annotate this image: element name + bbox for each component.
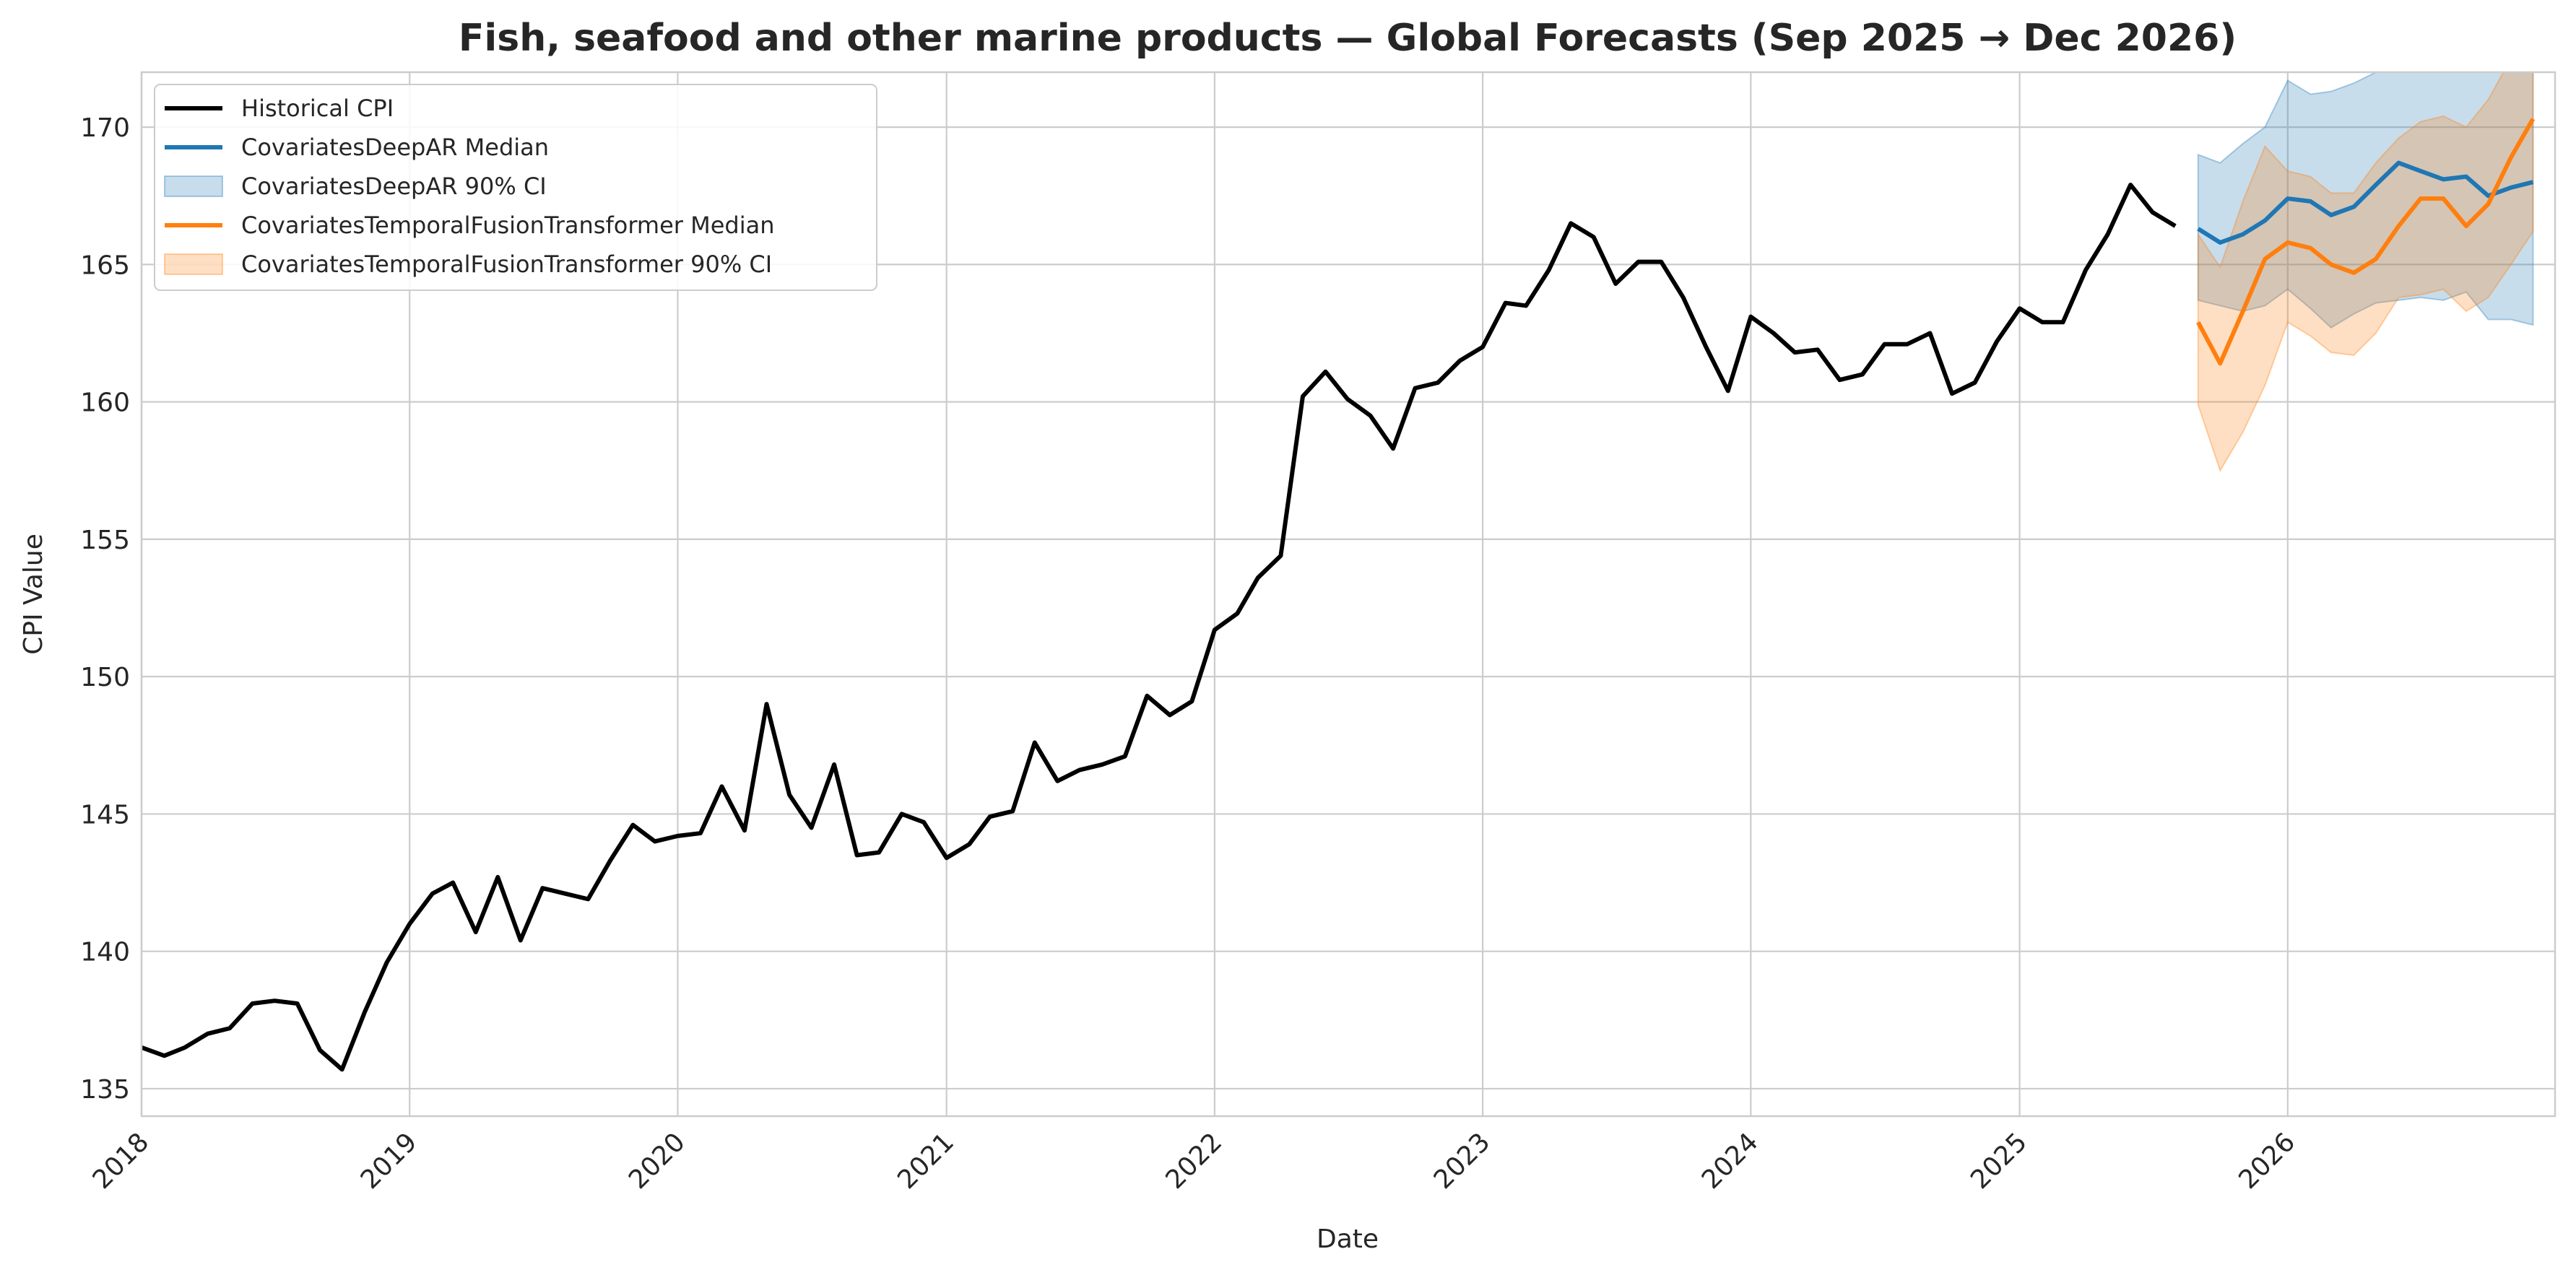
confidence-band	[2197, 72, 2534, 473]
legend-label: CovariatesTemporalFusionTransformer Medi…	[241, 212, 774, 239]
legend-label: CovariatesTemporalFusionTransformer 90% …	[241, 251, 772, 278]
y-tick-labels: 135 140 145 150 155 160 165 170	[80, 113, 130, 1105]
legend-band-swatch	[164, 175, 223, 197]
y-tick-label: 135	[80, 1075, 130, 1105]
legend-label: CovariatesDeepAR 90% CI	[241, 173, 547, 200]
y-tick-label: 170	[80, 113, 130, 143]
y-tick-label: 165	[80, 251, 130, 280]
historical-line	[142, 183, 2177, 1072]
legend: Historical CPI CovariatesDeepAR Median Cov…	[154, 84, 877, 291]
confidence-band	[2197, 72, 2534, 329]
y-tick-label: 150	[80, 663, 130, 692]
series-lines	[142, 118, 2536, 1072]
y-tick-label: 160	[80, 388, 130, 418]
y-axis-label: CPI Value	[19, 534, 48, 655]
x-gridlines	[140, 72, 2289, 1116]
median-line	[2197, 160, 2534, 245]
confidence-bands	[2197, 72, 2534, 473]
y-tick-label: 155	[80, 526, 130, 555]
y-tick-label: 145	[80, 800, 130, 830]
legend-label: Historical CPI	[241, 95, 394, 122]
median-line	[2196, 118, 2536, 366]
y-tick-label: 140	[80, 938, 130, 967]
legend-band-swatch	[164, 253, 223, 275]
legend-box	[154, 84, 877, 291]
x-axis-label: Date	[1317, 1224, 1379, 1254]
legend-label: CovariatesDeepAR Median	[241, 134, 549, 161]
chart-title: Fish, seafood and other marine products …	[459, 17, 2237, 60]
plot-frame	[140, 71, 2557, 1118]
